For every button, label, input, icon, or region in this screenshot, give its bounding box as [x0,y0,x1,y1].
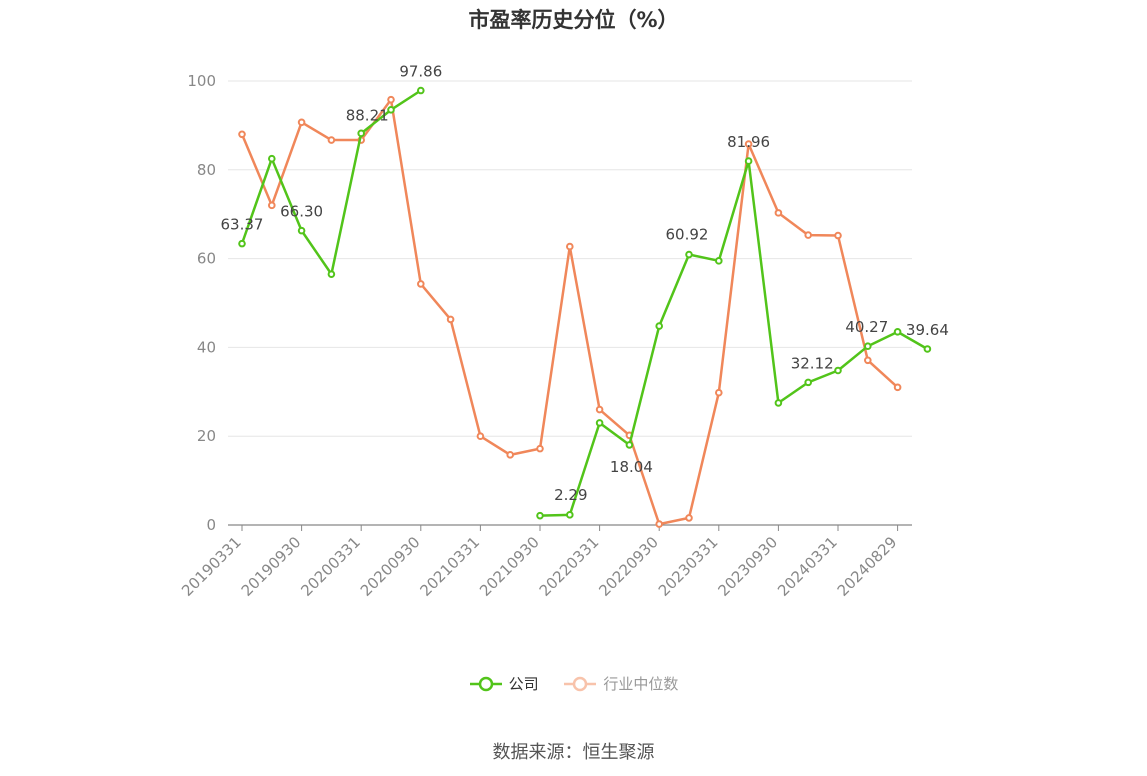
data-point-1 [268,201,276,210]
legend-marker-company-icon [469,676,502,691]
chart-area: 0 20 40 60 80 100 2019033120190930202003312020… [178,63,949,600]
data-point-0 [595,419,604,427]
data-point-1 [715,388,723,397]
x-tick-label: 20190930 [238,533,305,600]
data-point-0 [715,257,723,265]
data-point-0 [744,157,753,165]
data-point-1 [238,130,246,139]
data-point-0 [536,511,544,520]
data-point-1 [893,383,902,392]
data-point-0 [238,239,246,248]
legend-item-company[interactable]: 公司 [469,673,539,694]
data-point-0 [655,322,664,330]
y-tick-label: 20 [197,427,216,445]
data-point-0 [834,366,842,375]
source-text: 数据来源：恒生聚源 [492,742,655,763]
x-tick-label: 20230331 [655,533,722,600]
data-label: 97.86 [399,63,442,81]
y-tick-label: 60 [197,250,216,268]
data-label: 63.37 [221,216,264,234]
data-point-1 [804,231,813,239]
legend-item-industry[interactable]: 行业中位数 [563,673,678,694]
legend-label-company: 公司 [508,675,539,693]
data-point-0 [268,154,276,163]
data-label: 32.12 [791,354,834,372]
legend: 公司 行业中位数 [0,673,1147,697]
legend-label-industry: 行业中位数 [603,675,679,693]
data-point-1 [417,280,425,288]
data-point-1 [506,451,515,459]
x-tick-label: 20230930 [715,533,782,600]
data-label: 88.21 [346,106,389,124]
data-point-0 [685,250,693,259]
data-point-1 [476,432,485,441]
data-point-0 [417,86,425,95]
data-point-0 [357,129,366,138]
data-point-0 [566,511,574,519]
data-point-1 [297,118,306,127]
data-point-1 [327,136,336,144]
data-label: 18.04 [610,458,653,476]
data-point-1 [774,209,783,217]
data-point-1 [566,242,574,251]
data-point-0 [893,328,902,336]
data-point-1 [744,140,753,148]
x-tick-label: 20190331 [178,533,245,600]
data-point-1 [864,356,872,365]
data-label: 60.92 [666,226,709,244]
data-point-1 [446,315,455,324]
data-point-0 [923,345,932,353]
y-tick-label: 100 [187,72,216,90]
x-tick-label: 20210331 [417,533,484,600]
x-tick-label: 20220930 [595,533,662,600]
data-label: 2.29 [554,486,587,504]
data-point-0 [327,270,336,278]
x-tick-label: 20240331 [774,533,841,600]
series-line-0 [539,159,929,517]
data-point-0 [804,378,813,387]
data-label: 40.27 [845,318,888,336]
y-tick-label: 80 [197,161,216,179]
data-label: 81.96 [727,133,770,151]
data-point-1 [387,95,395,104]
data-point-1 [834,231,842,240]
x-tick-label: 20220331 [536,533,603,600]
x-tick-label: 20200930 [357,533,424,600]
data-point-1 [595,405,604,414]
data-label: 66.30 [280,203,323,221]
data-point-1 [536,444,544,453]
data-point-0 [625,441,634,449]
data-point-1 [685,514,693,522]
y-tick-label: 0 [206,516,216,534]
series-line-1 [240,98,899,526]
data-point-0 [864,342,872,351]
x-tick-label: 20210930 [476,533,543,600]
y-tick-label: 40 [197,338,216,356]
data-point-0 [774,399,783,407]
chart-title: 市盈率历史分位（%） [468,8,679,32]
data-label: 39.64 [906,321,949,339]
x-tick-label: 20200331 [297,533,364,600]
x-tick-label: 20240829 [834,533,901,600]
data-point-1 [655,520,664,528]
legend-marker-industry-icon [564,676,597,691]
data-point-0 [297,226,306,235]
data-point-0 [387,106,395,114]
